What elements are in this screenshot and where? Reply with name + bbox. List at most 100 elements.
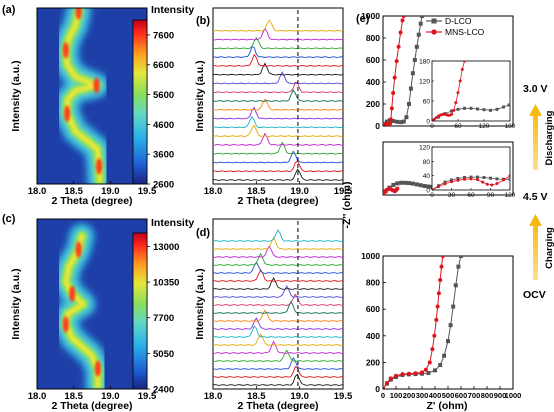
- dlco-point: [456, 264, 461, 269]
- xrd-pattern-line: [212, 27, 344, 41]
- mnslco-point: [401, 16, 406, 18]
- dlco-point: [408, 86, 413, 91]
- panel-b: (b) 18.0 18.5 19.0 19.5 2 Theta (degree) In…: [194, 7, 353, 207]
- y-tick-label: 600: [366, 304, 380, 314]
- dlco-point: [450, 109, 453, 113]
- inset-x-tick-label: 30: [448, 192, 456, 199]
- mnslco-point: [437, 185, 440, 189]
- y-tick-label: 0: [375, 384, 380, 394]
- x-tick-label: 900: [494, 391, 507, 400]
- dlco-point: [404, 115, 409, 120]
- heatmap-hotspot: [93, 77, 100, 94]
- xrd-pattern-line: [212, 252, 344, 266]
- xrd-pattern-line: [212, 268, 344, 282]
- y-tick-label: 600: [366, 55, 380, 65]
- dlco-point: [476, 107, 479, 111]
- y-tick-label: 200: [366, 357, 380, 367]
- dlco-point: [420, 16, 424, 18]
- colorbar-tick-label: 6600: [153, 60, 174, 71]
- inset-y-tick-label: 80: [423, 159, 431, 166]
- colorbar-a-ticks: 7600 6600 5600 4600 3600 2600: [147, 30, 174, 191]
- dlco-point: [395, 181, 400, 186]
- discharging-arrow-icon: [529, 104, 542, 170]
- panel-e-label: (e): [356, 13, 370, 25]
- mnslco-point: [495, 182, 499, 186]
- eis-ylabel: -Z'' (ohm): [341, 182, 353, 229]
- mnslco-point: [434, 116, 438, 120]
- xrd-pattern-line: [212, 71, 344, 85]
- mnslco-point: [476, 178, 479, 182]
- mnslco-point: [427, 360, 432, 365]
- xrd-pattern-line: [212, 160, 344, 173]
- mnslco-point: [438, 277, 443, 282]
- mnslco-point: [441, 112, 445, 116]
- heatmap-a-plot: [52, 8, 113, 184]
- mnslco-point: [456, 91, 460, 95]
- eis-series: [383, 16, 424, 126]
- legend-dlco-marker: [431, 18, 437, 24]
- mnslco-point: [423, 367, 428, 372]
- heatmap-hotspot: [69, 285, 76, 302]
- eis-inset-series: [432, 61, 510, 121]
- dlco-point: [391, 119, 396, 124]
- colorbar-c-title: Intensity: [151, 217, 194, 229]
- xrd-pattern-line: [212, 168, 344, 181]
- colorbar-tick-label: 13000: [153, 242, 179, 253]
- eis-inset-frame: [431, 60, 511, 122]
- dlco-point: [482, 108, 486, 112]
- heatmap-a-ylabel: Intensity (a.u.): [10, 60, 22, 131]
- colorbar-tick-label: 7600: [153, 30, 174, 41]
- stack-b-xlabel: 2 Theta (degree): [237, 195, 318, 207]
- mnslco-point: [490, 183, 494, 187]
- colorbar-tick-label: 4600: [153, 120, 174, 131]
- dlco-point: [438, 363, 443, 368]
- dlco-point: [469, 175, 473, 179]
- stack-b-xticks: 18.0 18.5 19.0 19.5: [204, 181, 353, 197]
- dlco-point: [489, 176, 492, 180]
- colorbar-tick-label: 3600: [153, 150, 174, 161]
- colorbar-tick-label: 10350: [153, 278, 179, 289]
- colorbar-tick-label: 2600: [153, 180, 174, 191]
- state-45v-label: 4.5 V: [523, 191, 548, 203]
- x-tick-label: 800: [481, 391, 494, 400]
- state-3v-label: 3.0 V: [523, 83, 548, 95]
- mnslco-point: [389, 106, 394, 111]
- eis-legend: D-LCO MNS-LCO: [426, 16, 485, 37]
- legend-mnslco-label: MNS-LCO: [445, 27, 485, 37]
- stack-b-frame: [212, 7, 344, 185]
- dlco-point: [442, 353, 447, 358]
- dlco-point: [482, 175, 486, 179]
- dlco-point: [426, 371, 431, 376]
- y-tick-label: 800: [366, 33, 380, 43]
- xrd-pattern-line: [212, 53, 344, 67]
- dlco-point: [453, 283, 458, 288]
- x-tick-label: 18.5: [247, 391, 266, 402]
- x-tick-label: 400: [429, 391, 442, 400]
- mnslco-point: [434, 317, 439, 322]
- dlco-point: [463, 106, 466, 110]
- mnslco-point: [443, 182, 447, 186]
- x-tick-label: 18.0: [28, 391, 47, 402]
- mnslco-point: [400, 372, 405, 377]
- xrd-pattern-line: [212, 349, 344, 362]
- xrd-pattern-line: [212, 325, 344, 338]
- mnslco-point: [392, 75, 397, 80]
- x-tick-label: 19.0: [101, 391, 120, 402]
- heatmap-hotspot: [75, 241, 82, 258]
- y-tick-label: 0: [375, 121, 380, 131]
- mnslco-point: [440, 256, 445, 258]
- inset-x-tick-label: 60: [467, 192, 475, 199]
- charging-arrow-icon: [529, 214, 542, 280]
- mnslco-point: [383, 193, 385, 195]
- panel-b-label: (b): [196, 15, 210, 27]
- x-tick-label: 600: [455, 391, 468, 400]
- legend-dlco-label: D-LCO: [445, 16, 472, 26]
- eis-frame: [382, 255, 514, 390]
- xrd-pattern-line: [212, 309, 344, 322]
- xrd-pattern-line: [212, 285, 344, 298]
- xrd-pattern-line: [212, 356, 344, 370]
- mnslco-point: [388, 376, 393, 381]
- legend-mnslco-marker: [431, 29, 437, 35]
